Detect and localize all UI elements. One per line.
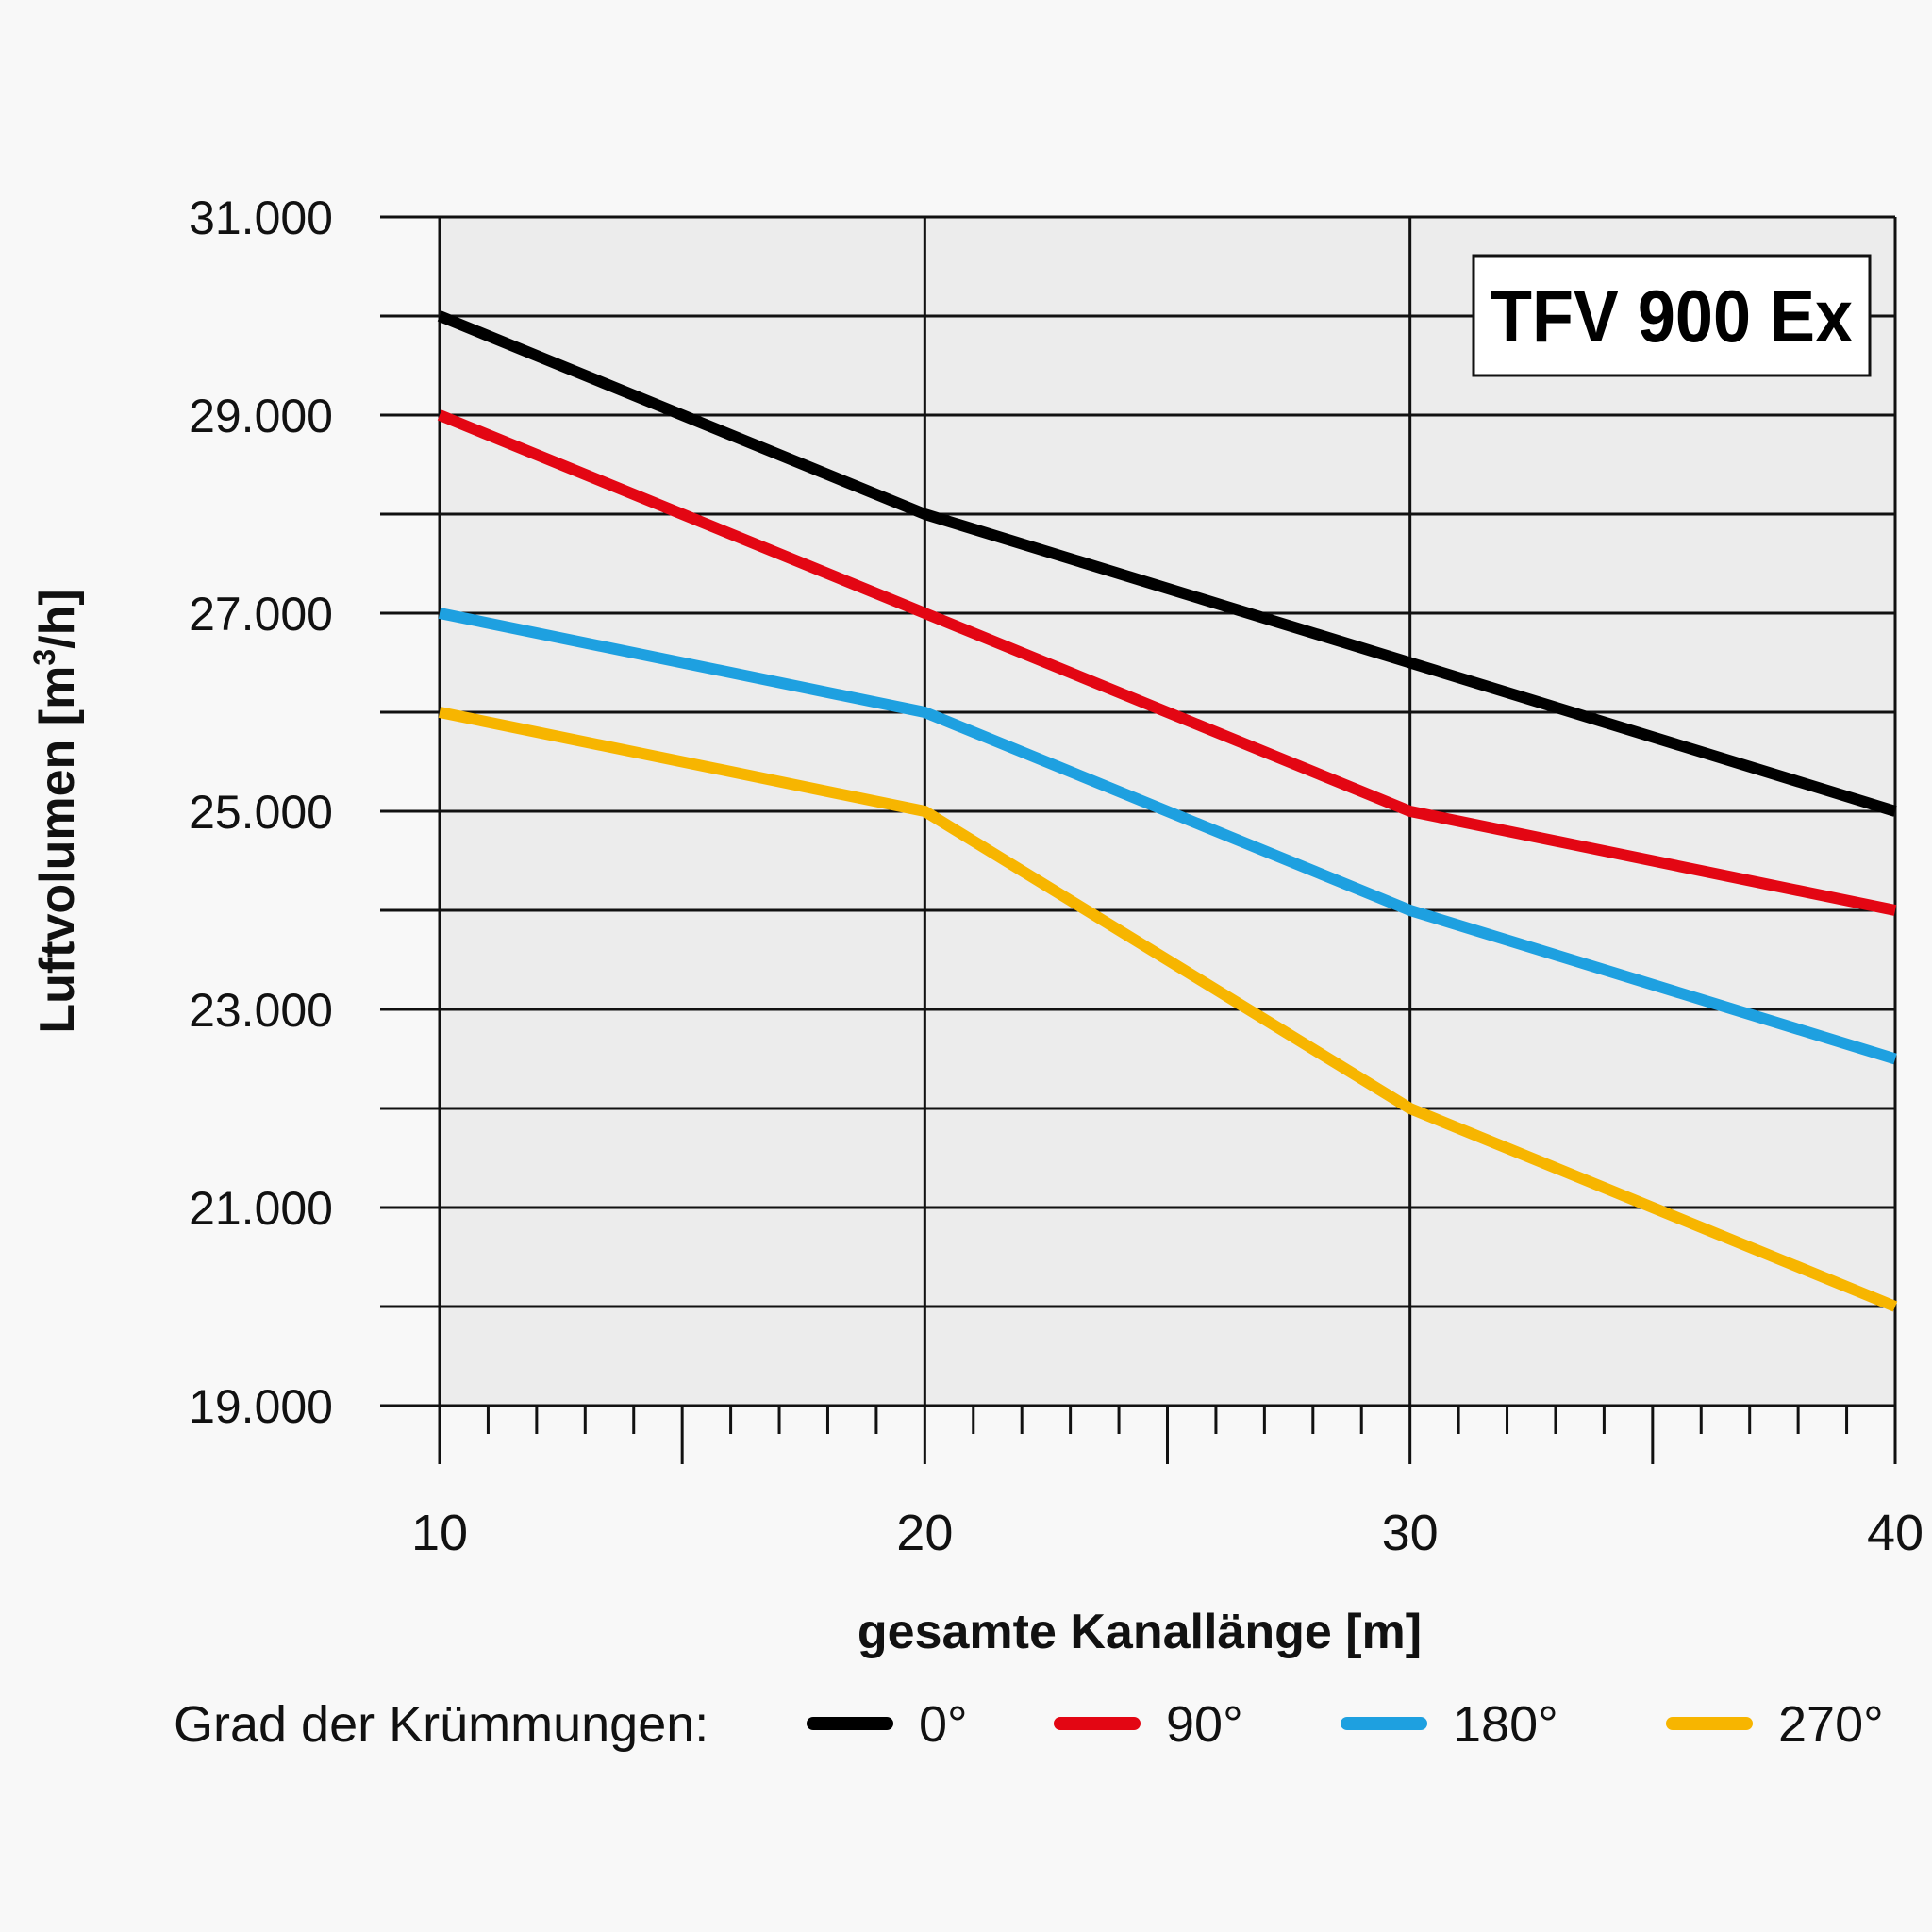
legend-label: 270° xyxy=(1778,1696,1884,1753)
x-tick-label: 20 xyxy=(896,1505,953,1561)
y-tick-label: 25.000 xyxy=(189,786,333,839)
y-tick-label: 27.000 xyxy=(189,588,333,641)
legend-label: 180° xyxy=(1453,1696,1558,1753)
legend-item: 180° xyxy=(1341,1696,1558,1753)
y-axis-title: Luftvolumen [m3/h] xyxy=(27,589,85,1033)
x-minor-ticks xyxy=(486,1406,1849,1464)
y-tick-label: 31.000 xyxy=(189,192,333,244)
series-line xyxy=(437,409,1897,916)
legend: 0° 90° 180° 270° xyxy=(807,1696,1884,1753)
x-tick-label: 40 xyxy=(1867,1505,1924,1561)
y-tick-label: 19.000 xyxy=(189,1380,333,1433)
chart-badge: TFV 900 Ex xyxy=(1472,254,1872,377)
series-lines xyxy=(437,310,1898,1312)
legend-item: 0° xyxy=(807,1696,968,1753)
y-tick-label: 23.000 xyxy=(189,984,333,1037)
y-tick-label: 29.000 xyxy=(189,390,333,442)
legend-item: 90° xyxy=(1054,1696,1243,1753)
y-tick-label: 21.000 xyxy=(189,1182,333,1235)
chart-badge-text: TFV 900 Ex xyxy=(1491,275,1853,358)
legend-title: Grad der Krümmungen: xyxy=(174,1696,708,1753)
x-tick-labels: 10 20 30 40 xyxy=(411,1505,1924,1561)
series-line xyxy=(437,310,1897,817)
x-tick-label: 30 xyxy=(1382,1505,1439,1561)
legend-label: 90° xyxy=(1166,1696,1243,1753)
grid xyxy=(380,215,1897,1464)
legend-label: 0° xyxy=(919,1696,968,1753)
series-line xyxy=(438,707,1898,1312)
y-tick-labels: 19.000 21.000 23.000 25.000 27.000 29.000 31.0… xyxy=(189,192,333,1433)
x-tick-label: 10 xyxy=(411,1505,468,1561)
legend-item: 270° xyxy=(1666,1696,1884,1753)
x-axis-title: gesamte Kanallänge [m] xyxy=(858,1605,1422,1659)
series-line xyxy=(438,608,1897,1065)
